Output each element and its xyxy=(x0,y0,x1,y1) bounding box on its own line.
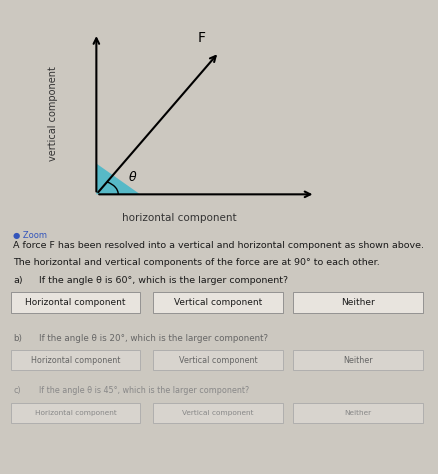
Polygon shape xyxy=(96,164,140,194)
Text: F: F xyxy=(198,31,205,45)
Text: Neither: Neither xyxy=(341,298,375,307)
Text: If the angle θ is 20°, which is the larger component?: If the angle θ is 20°, which is the larg… xyxy=(39,334,268,343)
Text: horizontal component: horizontal component xyxy=(122,213,237,223)
Text: a): a) xyxy=(13,275,23,284)
FancyBboxPatch shape xyxy=(293,349,423,371)
Text: Horizontal component: Horizontal component xyxy=(35,410,117,416)
Text: θ: θ xyxy=(129,171,137,184)
Text: b): b) xyxy=(13,334,22,343)
Text: Neither: Neither xyxy=(345,410,371,416)
Text: If the angle θ is 60°, which is the larger component?: If the angle θ is 60°, which is the larg… xyxy=(39,275,289,284)
FancyBboxPatch shape xyxy=(153,292,283,312)
Text: Horizontal component: Horizontal component xyxy=(31,356,120,365)
Text: Neither: Neither xyxy=(343,356,373,365)
Text: If the angle θ is 45°, which is the larger component?: If the angle θ is 45°, which is the larg… xyxy=(39,386,250,395)
FancyBboxPatch shape xyxy=(11,349,140,371)
FancyBboxPatch shape xyxy=(153,349,283,371)
Text: Vertical component: Vertical component xyxy=(182,410,254,416)
FancyBboxPatch shape xyxy=(153,402,283,423)
FancyBboxPatch shape xyxy=(11,292,140,312)
Text: Vertical component: Vertical component xyxy=(179,356,257,365)
Text: The horizontal and vertical components of the force are at 90° to each other.: The horizontal and vertical components o… xyxy=(13,258,380,267)
FancyBboxPatch shape xyxy=(293,402,423,423)
Text: ● Zoom: ● Zoom xyxy=(13,231,47,240)
Text: Vertical component: Vertical component xyxy=(174,298,262,307)
Text: A force F has been resolved into a vertical and horizontal component as shown ab: A force F has been resolved into a verti… xyxy=(13,241,424,250)
FancyBboxPatch shape xyxy=(293,292,423,312)
FancyBboxPatch shape xyxy=(11,402,140,423)
Text: c): c) xyxy=(13,386,21,395)
Text: vertical component: vertical component xyxy=(48,66,57,161)
Text: Horizontal component: Horizontal component xyxy=(25,298,126,307)
